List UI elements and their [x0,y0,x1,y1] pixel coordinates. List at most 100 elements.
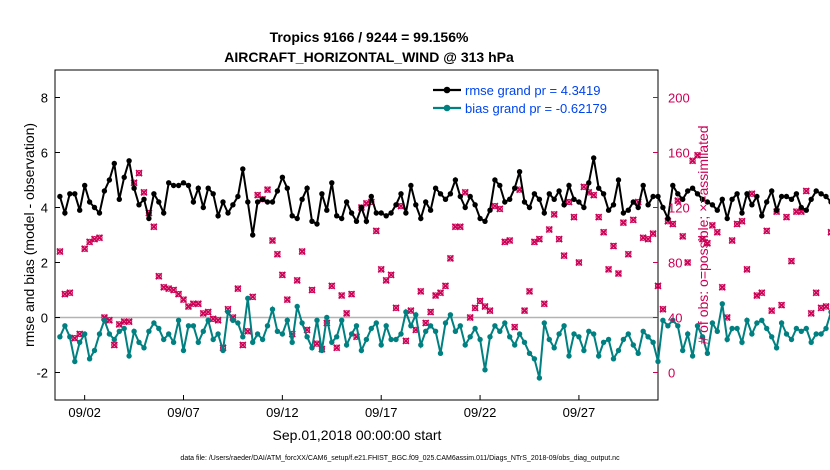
bias-point [536,375,543,381]
bias-point [383,323,389,329]
bias-point [91,347,98,354]
bias-point [605,336,612,343]
rmse-point [477,215,483,222]
bias-point [195,339,201,345]
bias-point [116,328,123,334]
rmse-point [274,188,281,194]
rmse-point [358,204,365,211]
bias-point [314,317,320,323]
bias-point [408,323,414,329]
obs-possible-point [269,237,276,244]
rmse-point [492,177,498,183]
obs-assimilated-point [580,183,588,191]
bias-point [442,320,449,326]
obs-possible-point [387,271,395,278]
obs-possible-point [378,266,385,273]
bias-point [660,317,666,323]
obs-assimilated-point [110,341,118,349]
bias-point [798,328,804,334]
obs-assimilated-point [135,169,143,177]
obs-assimilated-point [308,286,316,294]
rmse-point [512,185,518,191]
obs-possible-point [274,251,281,258]
rmse-point [704,199,711,205]
bias-point [82,331,88,337]
rmse-point [754,193,760,200]
obs-possible-point [570,214,578,221]
rmse-point [744,191,750,197]
bias-point [620,336,627,343]
obs-assimilated-point [822,302,830,311]
y-tick-label: 8 [41,91,48,106]
bias-point [57,334,63,340]
bias-point [526,350,533,356]
rmse-point [808,196,814,202]
obs-assimilated-point [555,235,563,243]
obs-assimilated-point [125,318,133,326]
bias-point [645,334,651,340]
obs-possible-point [743,266,751,273]
rmse-point [452,177,459,183]
obs-assimilated-point [708,221,716,229]
obs-possible-point [813,289,820,296]
obs-possible-point [738,218,746,225]
obs-possible-point [338,292,345,299]
rmse-point [161,210,167,216]
obs-assimilated-point [343,309,351,317]
bias-point [793,325,800,332]
bias-point [531,356,538,362]
bias-point [729,325,735,332]
bias-point [778,320,785,326]
obs-possible-point [328,282,335,289]
obs-assimilated-point [268,236,277,245]
bias-point [581,347,587,354]
bias-point [714,328,720,334]
obs-possible-point [719,284,726,291]
bias-point [783,331,790,337]
obs-possible-point [729,237,736,244]
bias-point [339,317,345,323]
obs-possible-point [556,236,563,243]
bias-point [235,320,241,326]
obs-assimilated-point [778,301,786,309]
obs-assimilated-point [763,227,771,235]
rmse-point [487,207,493,213]
obs-possible-point [373,227,380,234]
rmse-point [482,218,488,224]
obs-possible-point [778,302,785,309]
obs-possible-point [486,307,494,314]
rmse-point [432,185,439,191]
obs-assimilated-point [273,250,281,258]
obs-possible-point [195,300,202,307]
rmse-point [472,202,478,208]
obs-assimilated-point [328,282,336,290]
bias-point [259,336,266,343]
obs-possible-point [808,310,815,317]
rmse-point [254,199,261,205]
rmse-point [378,210,384,216]
obs-assimilated-point [392,304,400,312]
obs-possible-point [803,187,810,195]
rmse-point [521,199,528,205]
obs-possible-point [170,286,177,294]
obs-assimilated-point [703,239,711,247]
obs-assimilated-point [471,304,479,312]
bias-point [462,342,468,348]
obs-assimilated-point [56,247,64,256]
rmse-point [215,213,221,219]
rmse-point [264,199,271,205]
obs-possible-point [546,226,553,233]
bias-point [86,356,93,362]
obs-assimilated-point [244,327,252,335]
x-tick-label: 09/12 [266,405,299,420]
rmse-point [101,188,108,194]
obs-possible-point [575,259,583,266]
rmse-point [788,196,795,202]
obs-possible-point [506,237,513,244]
bias-point [556,331,562,337]
obs-assimilated-point [249,293,257,301]
obs-possible-point [66,289,73,296]
rmse-point [373,210,379,216]
obs-assimilated-point [827,228,830,236]
rmse-point [284,185,290,191]
